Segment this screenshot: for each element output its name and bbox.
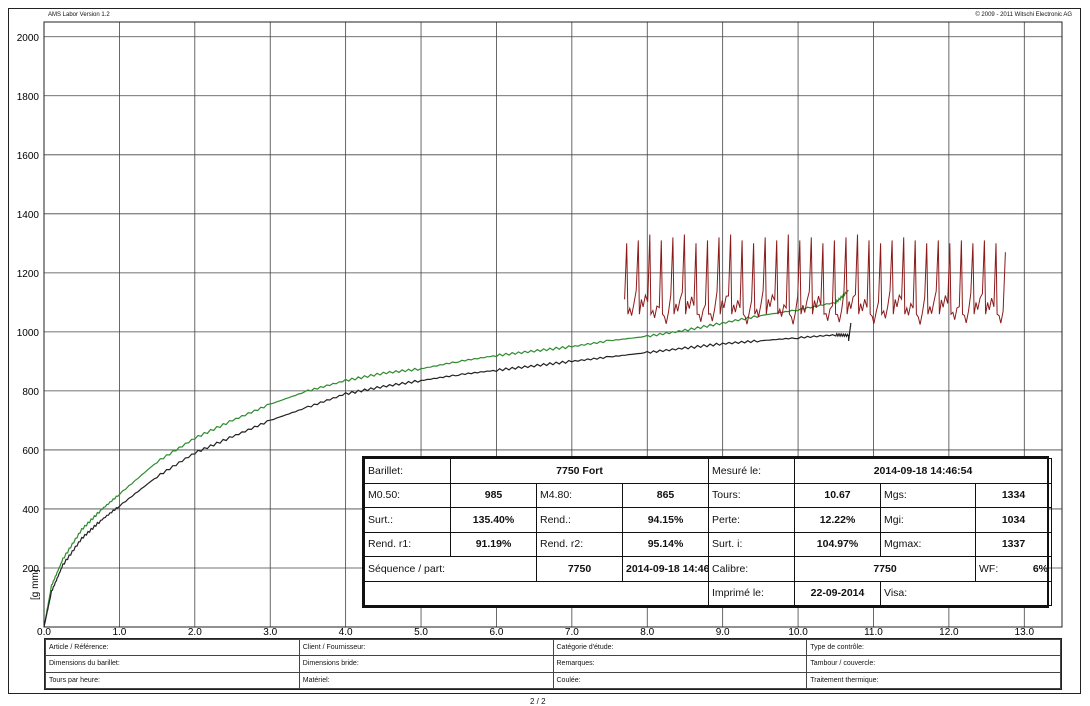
x-tick-label: 13.0 bbox=[1015, 627, 1035, 638]
y-axis-ticks: 200 400 600 800 1000 1200 1400 1600 1800 2000 bbox=[17, 33, 40, 575]
mgi-value: 1034 bbox=[975, 507, 1053, 533]
rendr2-value: 95.14% bbox=[621, 531, 710, 557]
tours-value: 10.67 bbox=[794, 482, 882, 508]
mgs-label: Mgs: bbox=[880, 482, 977, 508]
sequence-value: 7750 bbox=[536, 556, 623, 582]
x-tick-label: 1.0 bbox=[112, 627, 126, 638]
barillet-value: 7750 Fort bbox=[449, 458, 710, 484]
x-tick-label: 9.0 bbox=[716, 627, 730, 638]
x-tick-label: 4.0 bbox=[339, 627, 353, 638]
m480-label: M4.80: bbox=[536, 482, 623, 508]
mesure-value: 2014-09-18 14:46:54 bbox=[794, 458, 1053, 484]
imprime-value: 22-09-2014 bbox=[794, 580, 882, 606]
m050-label: M0.50: bbox=[364, 482, 451, 508]
y-tick-label: 1800 bbox=[17, 92, 40, 103]
calibre-value: 7750 bbox=[794, 556, 977, 582]
article-label: Article / Référence: bbox=[45, 638, 300, 657]
client-label: Client / Fournisseur: bbox=[298, 638, 554, 657]
imprime-label: Imprimé le: bbox=[708, 580, 796, 606]
page-frame bbox=[8, 8, 1081, 694]
tours-par-heure-label: Tours par heure: bbox=[45, 671, 300, 690]
y-tick-label: 2000 bbox=[17, 33, 40, 44]
y-tick-label: 800 bbox=[22, 387, 39, 398]
y-tick-label: 1200 bbox=[17, 269, 40, 280]
materiel-label: Matériel: bbox=[298, 671, 554, 690]
wf-cell: WF: 6% bbox=[975, 556, 1053, 582]
sequence-date: 2014-09-18 14:46:54 bbox=[621, 556, 710, 582]
y-tick-label: 1600 bbox=[17, 151, 40, 162]
x-tick-label: 3.0 bbox=[263, 627, 277, 638]
surt-value: 135.40% bbox=[450, 507, 537, 533]
series-line-black bbox=[43, 322, 852, 628]
x-tick-label: 8.0 bbox=[640, 627, 654, 638]
series-line-green bbox=[43, 289, 849, 628]
x-tick-label: 10.0 bbox=[788, 627, 808, 638]
m480-value: 865 bbox=[621, 482, 710, 508]
chart-series bbox=[43, 234, 1006, 628]
document-footer-form: Article / Référence: Client / Fournisseu… bbox=[44, 638, 1062, 690]
y-axis-label: [g mm] bbox=[30, 569, 41, 600]
m050-value: 985 bbox=[450, 482, 537, 508]
mgi-label: Mgi: bbox=[880, 507, 977, 533]
visa-label: Visa: bbox=[880, 580, 1053, 606]
x-tick-label: 0.0 bbox=[37, 627, 51, 638]
surti-label: Surt. i: bbox=[708, 531, 796, 557]
surt-label: Surt.: bbox=[364, 507, 451, 533]
y-tick-label: 1000 bbox=[17, 328, 40, 339]
rend-value: 94.15% bbox=[621, 507, 710, 533]
tambour-label: Tambour / couvercle: bbox=[806, 655, 1061, 673]
dimensions-barillet-label: Dimensions du barillet: bbox=[45, 655, 300, 673]
series-line-red bbox=[624, 234, 1006, 325]
sequence-label: Séquence / part: bbox=[364, 556, 537, 582]
surti-value: 104.97% bbox=[794, 531, 882, 557]
y-tick-label: 600 bbox=[22, 446, 39, 457]
empty-cell bbox=[363, 580, 710, 606]
remarques-label: Remarques: bbox=[552, 655, 808, 673]
y-tick-label: 200 bbox=[22, 564, 39, 575]
coulee-label: Coulée: bbox=[552, 671, 808, 690]
rendr1-value: 91.19% bbox=[450, 531, 537, 557]
mesure-label: Mesuré le: bbox=[708, 458, 796, 484]
mgs-value: 1334 bbox=[975, 482, 1053, 508]
rend-label: Rend.: bbox=[536, 507, 623, 533]
rendr2-label: Rend. r2: bbox=[536, 531, 623, 557]
x-tick-label: 6.0 bbox=[489, 627, 503, 638]
x-axis-ticks: 0.0 1.0 2.0 3.0 4.0 5.0 6.0 7.0 8.0 9.0 10.0 11.0 12… bbox=[37, 627, 1034, 638]
page-number: 2 / 2 bbox=[530, 697, 546, 706]
perte-label: Perte: bbox=[708, 507, 796, 533]
wf-label: WF: bbox=[979, 562, 999, 575]
plot-area-border bbox=[43, 21, 1063, 628]
y-tick-label: 1400 bbox=[17, 210, 40, 221]
barillet-label: Barillet: bbox=[364, 458, 451, 484]
mgmax-label: Mgmax: bbox=[880, 531, 977, 557]
tours-label: Tours: bbox=[708, 482, 796, 508]
traitement-label: Traitement thermique: bbox=[806, 671, 1061, 690]
dimensions-bride-label: Dimensions bride: bbox=[298, 655, 554, 673]
x-tick-label: 5.0 bbox=[414, 627, 428, 638]
x-tick-label: 12.0 bbox=[939, 627, 959, 638]
rendr1-label: Rend. r1: bbox=[364, 531, 451, 557]
categorie-label: Catégorie d'étude: bbox=[552, 638, 808, 657]
y-tick-label: 400 bbox=[22, 505, 39, 516]
x-tick-label: 11.0 bbox=[864, 627, 883, 638]
x-tick-label: 2.0 bbox=[188, 627, 202, 638]
x-tick-label: 7.0 bbox=[565, 627, 579, 638]
mgmax-value: 1337 bbox=[975, 531, 1053, 557]
measurement-info-box: Barillet: 7750 Fort Mesuré le: 2014-09-1… bbox=[362, 456, 1053, 608]
copyright-label: © 2009 - 2011 Witschi Electronic AG bbox=[975, 12, 1072, 18]
calibre-label: Calibre: bbox=[708, 556, 796, 582]
type-controle-label: Type de contrôle: bbox=[806, 638, 1061, 657]
wf-value: 6% bbox=[1032, 562, 1049, 575]
app-version-label: AMS Labor Version 1.2 bbox=[48, 12, 110, 18]
perte-value: 12.22% bbox=[794, 507, 882, 533]
